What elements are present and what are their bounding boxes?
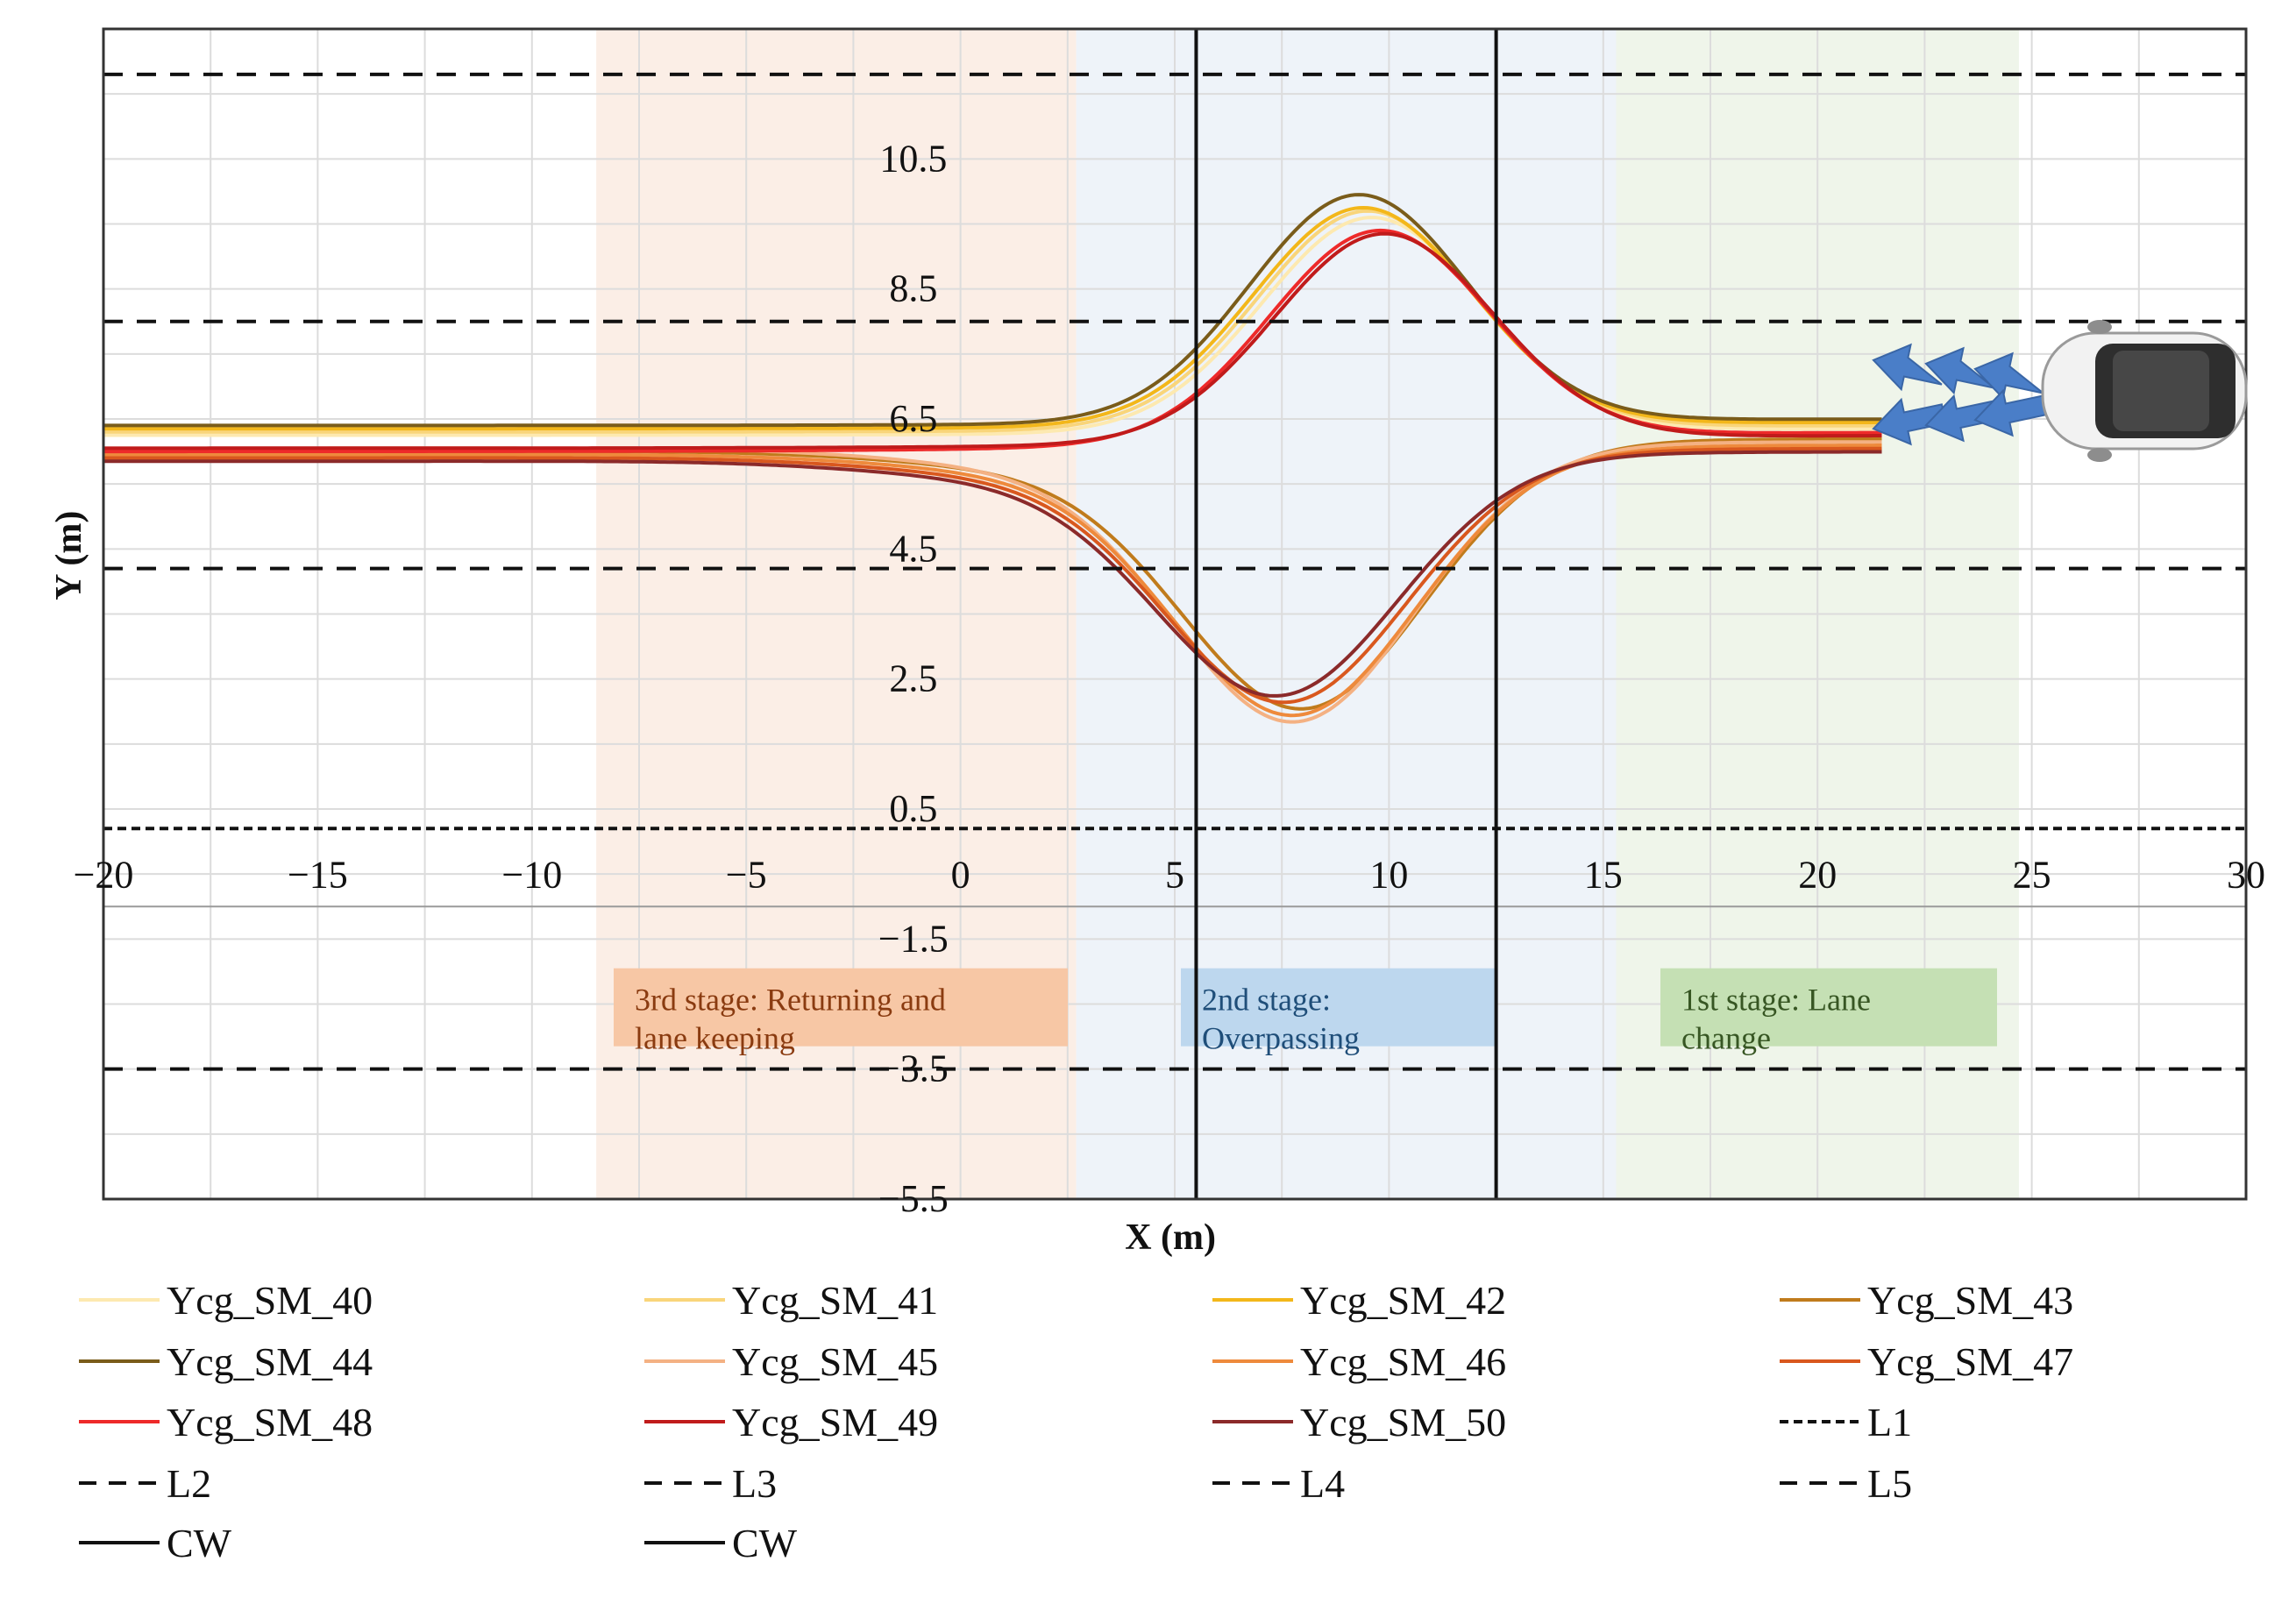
car-icon <box>2041 320 2248 462</box>
y-axis-label: Y (m) <box>49 511 89 600</box>
legend-label-Ycg_SM_42: Ycg_SM_42 <box>1300 1278 1506 1323</box>
legend-label-L2: L2 <box>167 1461 211 1506</box>
car-roof <box>2113 351 2209 431</box>
trajectory-curves <box>103 193 1882 724</box>
legend-label-Ycg_SM_48: Ycg_SM_48 <box>167 1400 373 1444</box>
trajectory-Ycg_SM_49 <box>103 231 1882 451</box>
legend-label-Ycg_SM_43: Ycg_SM_43 <box>1867 1278 2073 1323</box>
x-tick-label: 25 <box>2013 853 2051 896</box>
legend-label-Ycg_SM_47: Ycg_SM_47 <box>1867 1339 2073 1384</box>
stage-label-line1-1: 3rd stage: Returning and <box>635 983 946 1018</box>
x-axis-label: X (m) <box>1125 1217 1216 1258</box>
legend-label-CW: CW <box>732 1521 798 1565</box>
x-tick-label: 20 <box>1798 853 1837 896</box>
stage-label-line2-1: lane keeping <box>635 1021 795 1056</box>
legend-label-L5: L5 <box>1867 1461 1912 1506</box>
stage-label-box-1 <box>614 968 1068 1047</box>
stage-label-line1-3: 1st stage: Lane <box>1681 983 1871 1018</box>
arrow <box>1872 343 1943 392</box>
y-tick-label: −1.5 <box>878 917 949 960</box>
arrow <box>1973 351 2044 401</box>
legend-label-Ycg_SM_49: Ycg_SM_49 <box>732 1400 938 1444</box>
y-tick-label: 4.5 <box>889 527 937 570</box>
legend-label-Ycg_SM_44: Ycg_SM_44 <box>167 1339 373 1384</box>
y-tick-label: 10.5 <box>879 137 947 180</box>
stage-label-box-2 <box>1181 968 1496 1047</box>
stage-label-line2-3: change <box>1681 1021 1771 1056</box>
trajectory-Ycg_SM_42 <box>103 205 1882 431</box>
x-tick-label: 5 <box>1165 853 1184 896</box>
legend-label-CW: CW <box>167 1521 232 1565</box>
lane-change-arrows <box>1872 343 2049 446</box>
x-tick-label: −10 <box>501 853 562 896</box>
car-mirror-top <box>2087 320 2112 334</box>
y-tick-label: 0.5 <box>889 787 937 830</box>
legend: Ycg_SM_40 Ycg_SM_41 Ycg_SM_42 Ycg_SM_43 Ycg_… <box>79 1278 2073 1565</box>
legend-label-L3: L3 <box>732 1461 777 1506</box>
y-tick-label: 2.5 <box>889 657 937 700</box>
stage-label-line1-2: 2nd stage: <box>1202 983 1331 1018</box>
trajectory-Ycg_SM_44 <box>103 193 1882 428</box>
x-tick-label: 0 <box>951 853 970 896</box>
stage-label-box-3 <box>1660 968 1997 1047</box>
y-tick-label: 8.5 <box>889 267 937 310</box>
x-tick-label: −15 <box>288 853 348 896</box>
x-tick-label: 10 <box>1369 853 1408 896</box>
x-tick-label: 15 <box>1584 853 1623 896</box>
x-tick-label: −20 <box>74 853 134 896</box>
legend-label-Ycg_SM_40: Ycg_SM_40 <box>167 1278 373 1323</box>
y-tick-label: 6.5 <box>889 397 937 440</box>
arrow <box>1973 388 2049 437</box>
trajectory-Ycg_SM_50 <box>103 450 1882 698</box>
y-tick-label: −3.5 <box>878 1047 949 1090</box>
x-tick-label: 30 <box>2227 853 2265 896</box>
car-mirror-bottom <box>2087 448 2112 462</box>
legend-label-Ycg_SM_46: Ycg_SM_46 <box>1300 1339 1506 1384</box>
legend-label-L4: L4 <box>1300 1461 1345 1506</box>
stage-label-line2-2: Overpassing <box>1202 1021 1360 1056</box>
legend-label-Ycg_SM_50: Ycg_SM_50 <box>1300 1400 1506 1444</box>
plot-frame <box>102 27 2248 1201</box>
legend-label-Ycg_SM_45: Ycg_SM_45 <box>732 1339 938 1384</box>
x-tick-label: −5 <box>726 853 767 896</box>
legend-label-L1: L1 <box>1867 1400 1912 1444</box>
y-tick-label: −5.5 <box>878 1177 949 1220</box>
arrow <box>1924 346 1995 395</box>
legend-label-Ycg_SM_41: Ycg_SM_41 <box>732 1278 938 1323</box>
